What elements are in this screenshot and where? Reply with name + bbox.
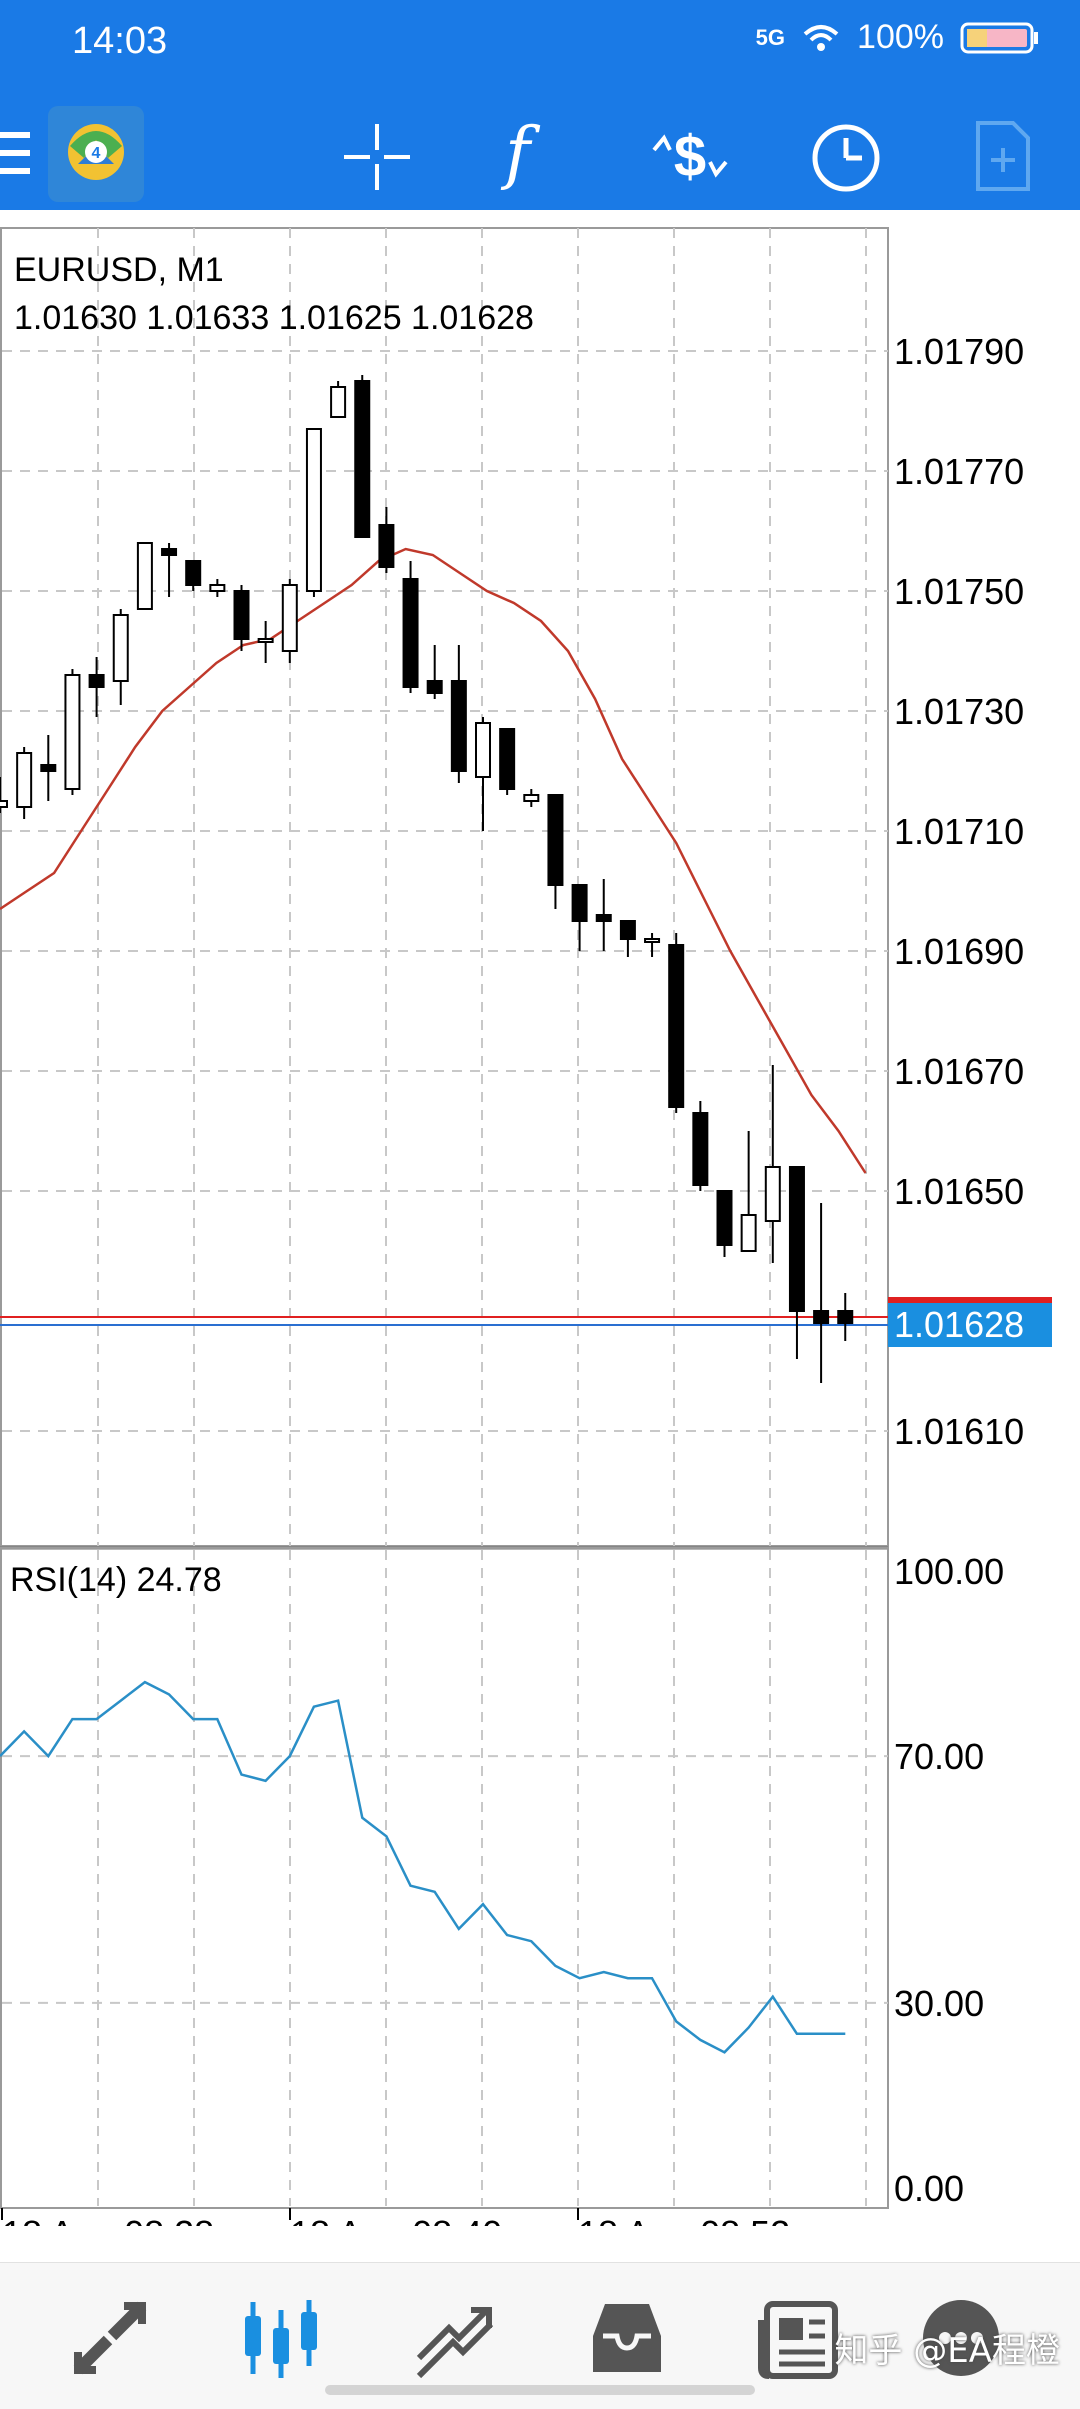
- time-axis-label: 18 Aug 08:40: [290, 2213, 502, 2226]
- bear-candle: [450, 680, 467, 772]
- news-icon: [758, 2301, 838, 2379]
- bear-candle: [788, 1166, 805, 1312]
- bear-candle: [837, 1310, 854, 1324]
- bear-candle: [354, 380, 371, 538]
- price-tick-label: 1.01650: [894, 1171, 1024, 1212]
- price-tick-label: 1.01670: [894, 1051, 1024, 1092]
- status-bar: 14:03 5G 100%: [0, 0, 1080, 80]
- watermark-text: 知乎 @EA程橙: [834, 2331, 1060, 2371]
- bull-candle: [740, 1214, 757, 1252]
- price-tick-label: 1.01730: [894, 691, 1024, 732]
- battery-icon: [960, 22, 1038, 53]
- indicators-icon-glyph: f: [505, 114, 531, 193]
- price-tick-label: 1.01750: [894, 571, 1024, 612]
- battery-percent: 100%: [857, 18, 944, 56]
- svg-text:$: $: [674, 124, 706, 189]
- bear-candle: [813, 1310, 830, 1324]
- current-price-badge: [888, 1303, 1052, 1347]
- price-tick-label: 1.01790: [894, 331, 1024, 372]
- bull-candle: [136, 542, 153, 610]
- app-logo-icon[interactable]: 4: [48, 106, 144, 207]
- price-tick-label: 1.01770: [894, 451, 1024, 492]
- bull-candle: [475, 722, 491, 778]
- bull-candle: [764, 1166, 781, 1222]
- bear-candle: [40, 764, 57, 772]
- quotes-icon: [73, 2301, 147, 2375]
- home-indicator[interactable]: [325, 2385, 755, 2395]
- bull-candle: [330, 386, 347, 418]
- bear-candle: [499, 728, 516, 790]
- ask-price-marker: [888, 1297, 1052, 1303]
- candles-icon: [245, 2300, 317, 2378]
- main-chart-frame: [0, 227, 889, 1547]
- chart-tab[interactable]: [236, 2293, 326, 2383]
- bear-candle: [571, 884, 588, 922]
- trade-tab[interactable]: [410, 2293, 500, 2383]
- price-tick-label: 1.01610: [894, 1411, 1024, 1452]
- bull-candle: [644, 938, 661, 943]
- chat-tab[interactable]: [916, 2293, 1006, 2383]
- new-order-icon[interactable]: [975, 120, 1031, 197]
- rsi-frame: [0, 1547, 889, 2209]
- period-clock-icon[interactable]: [810, 122, 882, 199]
- wifi-icon: [803, 24, 839, 51]
- status-time: 14:03: [72, 20, 168, 62]
- bear-candle: [402, 578, 419, 688]
- chat-icon: [923, 2300, 999, 2376]
- bear-candle: [161, 548, 178, 556]
- bull-candle: [16, 752, 33, 808]
- bear-candle: [547, 794, 564, 886]
- indicators-icon[interactable]: f: [505, 114, 530, 193]
- app-header: 14:03 5G 100% 4 f $: [0, 0, 1080, 210]
- rsi-label: RSI(14) 24.78: [10, 1561, 222, 1599]
- ohlc-label: 1.01630 1.01633 1.01625 1.01628: [14, 299, 534, 337]
- time-axis-label: 18 Aug 08:28: [2, 2213, 214, 2226]
- history-tab[interactable]: [582, 2293, 672, 2383]
- price-tick-label: 1.01710: [894, 811, 1024, 852]
- rsi-line: [0, 1680, 846, 2054]
- current-price-label: 1.01628: [894, 1304, 1024, 1345]
- bull-candle: [112, 614, 129, 682]
- status-right: 5G 100%: [756, 18, 1040, 57]
- rsi-tick-label: 0.00: [894, 2168, 964, 2209]
- bear-candle: [668, 944, 685, 1108]
- bull-candle: [64, 674, 81, 790]
- bear-candle: [595, 914, 612, 922]
- bear-candle: [233, 590, 250, 640]
- bull-candle: [257, 638, 274, 643]
- rsi-tick-label: 70.00: [894, 1736, 984, 1777]
- bottom-navigation: 知乎 @EA程橙: [0, 2262, 1080, 2409]
- bear-candle: [619, 920, 636, 940]
- price-tick-label: 1.01690: [894, 931, 1024, 972]
- quotes-tab[interactable]: [65, 2293, 155, 2383]
- bull-candle: [523, 794, 540, 802]
- bear-candle: [88, 674, 105, 688]
- bull-candle: [305, 428, 322, 592]
- symbols-icon[interactable]: $: [648, 120, 732, 197]
- bear-candle: [692, 1112, 709, 1186]
- network-5g-icon: 5G: [755, 24, 786, 50]
- time-axis-label: 18 Aug 08:52: [578, 2213, 790, 2226]
- bear-candle: [716, 1190, 733, 1246]
- grid-lines: [0, 227, 889, 2209]
- news-tab[interactable]: [754, 2293, 844, 2383]
- menu-icon[interactable]: [0, 128, 32, 183]
- inbox-icon: [593, 2304, 661, 2372]
- symbol-label: EURUSD, M1: [14, 251, 224, 289]
- price-chart[interactable]: 1.01790 1.01770 1.01750 1.01730 1.01710 1.016…: [0, 226, 1080, 2254]
- bull-candle: [281, 584, 298, 652]
- trade-icon: [416, 2307, 494, 2379]
- bear-candle: [426, 680, 443, 694]
- rsi-tick-label: 30.00: [894, 1983, 984, 2024]
- rsi-tick-label: 100.00: [894, 1551, 1004, 1592]
- chart-area[interactable]: 1.01790 1.01770 1.01750 1.01730 1.01710 1.016…: [0, 226, 1080, 2254]
- bull-candle: [0, 800, 8, 808]
- toolbar: 4 f $: [0, 100, 1080, 210]
- crosshair-icon[interactable]: [342, 122, 412, 197]
- svg-text:4: 4: [92, 145, 101, 162]
- moving-average-line: [0, 547, 867, 1174]
- bear-candle: [378, 524, 395, 568]
- bear-candle: [185, 560, 202, 586]
- bull-candle: [209, 584, 226, 592]
